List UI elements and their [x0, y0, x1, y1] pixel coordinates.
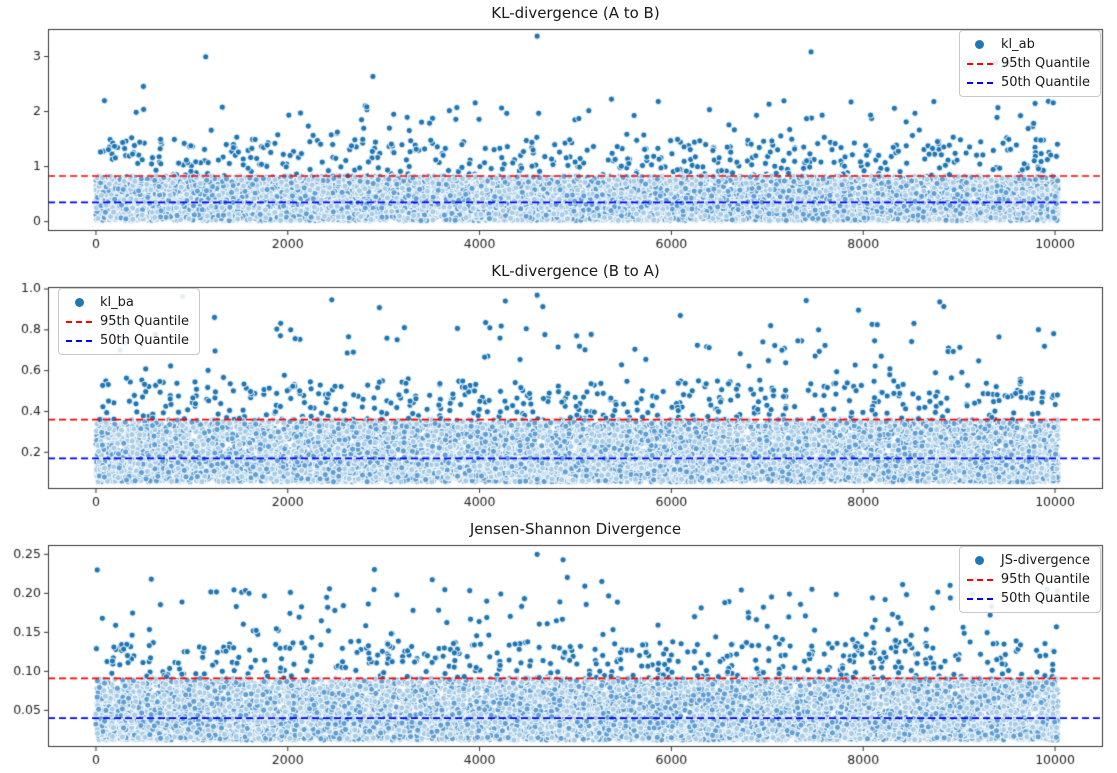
dashed-line-icon: [66, 320, 92, 323]
legend-item-95th-quantile: 95th Quantile: [966, 570, 1090, 589]
legend-kl-ba: kl_ba 95th Quantile 50th Quantile: [58, 288, 201, 355]
legend-js-divergence: JS-divergence 95th Quantile 50th Quantile: [958, 546, 1101, 613]
dashed-line-icon: [66, 339, 92, 342]
legend-label: kl_ab: [1000, 37, 1035, 52]
legend-kl-ab: kl_ab 95th Quantile 50th Quantile: [958, 30, 1101, 97]
scatter-plot-kl-ab: [0, 23, 1117, 258]
legend-item-95th-quantile: 95th Quantile: [966, 54, 1090, 73]
legend-label: 50th Quantile: [1000, 591, 1090, 606]
legend-item-js-divergence: JS-divergence: [967, 551, 1090, 570]
scatter-marker-icon: [66, 298, 92, 307]
legend-item-50th-quantile: 50th Quantile: [966, 73, 1090, 92]
legend-item-kl-ba: kl_ba: [66, 293, 189, 312]
dashed-line-icon: [966, 81, 993, 84]
plot-area-js-divergence: JS-divergence 95th Quantile 50th Quantile: [0, 539, 1117, 773]
scatter-plot-js-divergence: [0, 539, 1117, 773]
legend-label: 95th Quantile: [100, 314, 190, 329]
dashed-line-icon: [966, 578, 993, 581]
chart-title-kl-ab: KL-divergence (A to B): [491, 4, 660, 22]
plot-area-kl-ba: kl_ba 95th Quantile 50th Quantile: [0, 281, 1117, 516]
dashed-line-icon: [966, 62, 993, 65]
dashed-line-icon: [966, 597, 993, 600]
legend-label: 95th Quantile: [1000, 572, 1090, 587]
legend-item-50th-quantile: 50th Quantile: [66, 331, 189, 350]
scatter-marker-icon: [967, 40, 993, 49]
legend-label: kl_ba: [100, 295, 134, 310]
subplot-kl-ab: KL-divergence (A to B) kl_ab 95th Quantil…: [0, 0, 1117, 258]
legend-label: 50th Quantile: [100, 333, 190, 348]
legend-label: 50th Quantile: [1000, 75, 1090, 90]
legend-item-kl-ab: kl_ab: [967, 35, 1090, 54]
legend-label: JS-divergence: [1000, 553, 1090, 568]
legend-label: 95th Quantile: [1000, 56, 1090, 71]
legend-item-95th-quantile: 95th Quantile: [66, 312, 189, 331]
legend-item-50th-quantile: 50th Quantile: [966, 589, 1090, 608]
subplot-kl-ba: KL-divergence (B to A) kl_ba 95th Quantil…: [0, 258, 1117, 516]
scatter-marker-icon: [967, 556, 993, 565]
plot-area-kl-ab: kl_ab 95th Quantile 50th Quantile: [0, 23, 1117, 258]
chart-title-js-divergence: Jensen-Shannon Divergence: [469, 520, 682, 538]
subplot-js-divergence: Jensen-Shannon Divergence JS-divergence 9…: [0, 516, 1117, 773]
chart-title-kl-ba: KL-divergence (B to A): [491, 262, 660, 280]
